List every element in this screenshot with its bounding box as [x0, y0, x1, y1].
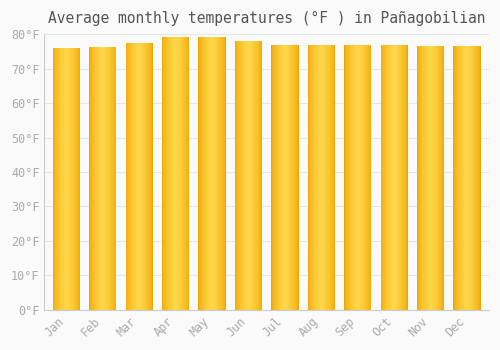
Title: Average monthly temperatures (°F ) in Pañagobilian: Average monthly temperatures (°F ) in Pa… — [48, 11, 486, 26]
